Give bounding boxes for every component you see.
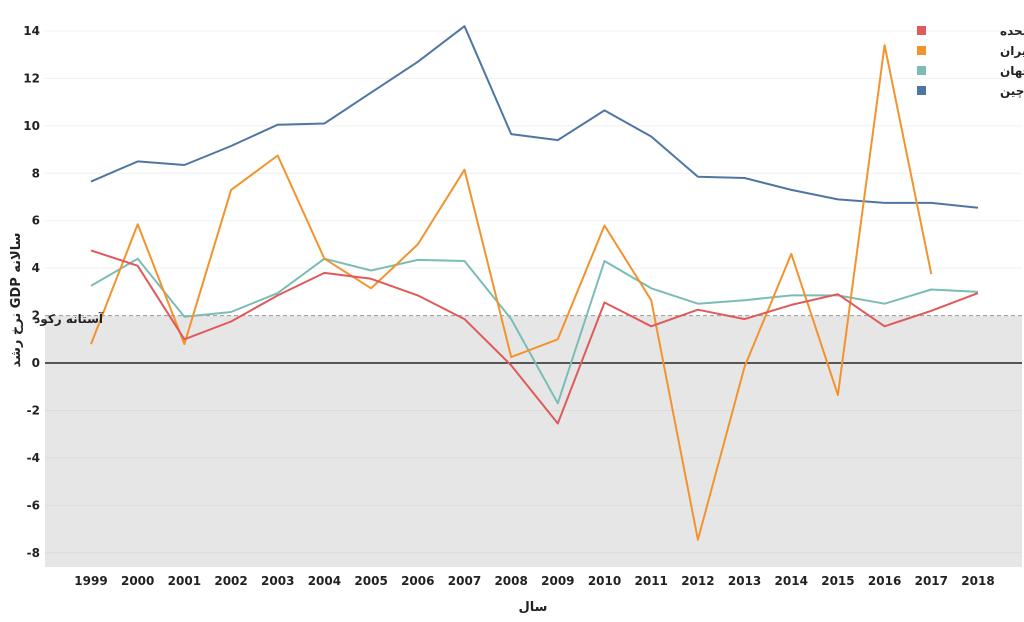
x-tick-label: 2007 bbox=[448, 574, 481, 588]
series-line-چین bbox=[90, 25, 979, 209]
series-line-ایالات متحده bbox=[90, 249, 979, 425]
x-tick-label: 2000 bbox=[121, 574, 154, 588]
y-tick-label: 6 bbox=[32, 214, 40, 228]
legend-swatch bbox=[917, 26, 926, 35]
x-tick-label: 2018 bbox=[961, 574, 994, 588]
legend-label: چین bbox=[1000, 84, 1024, 98]
legend-label: ایران bbox=[1000, 44, 1024, 58]
legend-swatch bbox=[917, 66, 926, 75]
y-tick-label: 12 bbox=[23, 71, 40, 85]
x-axis-ticks: 1999 2000 2001 2002 2003 2004 2005 2006 2007 2008… bbox=[74, 574, 994, 588]
y-tick-label: 4 bbox=[32, 261, 40, 275]
legend-swatch bbox=[917, 46, 926, 55]
y-axis-title: نرخ رشد GDP سالانه bbox=[9, 233, 24, 368]
legend-label: جهان bbox=[1000, 64, 1024, 78]
legend: ایالات متحده ایران جهان چین bbox=[917, 24, 1024, 98]
y-tick-label: 14 bbox=[23, 24, 40, 38]
x-tick-label: 1999 bbox=[74, 574, 107, 588]
x-tick-label: 2015 bbox=[821, 574, 854, 588]
series-lines bbox=[90, 25, 979, 541]
x-tick-label: 2013 bbox=[728, 574, 761, 588]
y-tick-label: -4 bbox=[27, 451, 40, 465]
recession-zone bbox=[45, 315, 1022, 567]
y-tick-label: 2 bbox=[32, 309, 40, 323]
legend-label: ایالات متحده bbox=[1000, 24, 1024, 38]
threshold-label: آستانه رکود bbox=[34, 311, 104, 327]
x-tick-label: 2005 bbox=[354, 574, 387, 588]
x-tick-label: 2002 bbox=[214, 574, 247, 588]
x-tick-label: 2016 bbox=[868, 574, 901, 588]
y-tick-label: 10 bbox=[23, 119, 40, 133]
x-tick-label: 2001 bbox=[168, 574, 201, 588]
x-tick-label: 2009 bbox=[541, 574, 574, 588]
y-axis-ticks: 14 12 10 8 6 4 2 0 -2 -4 -6 -8 bbox=[23, 24, 40, 560]
y-tick-label: -8 bbox=[27, 546, 40, 560]
x-tick-label: 2011 bbox=[635, 574, 668, 588]
y-tick-label: -2 bbox=[27, 403, 40, 417]
legend-swatch bbox=[917, 86, 926, 95]
series-line-ایران bbox=[90, 44, 933, 541]
x-tick-label: 2012 bbox=[681, 574, 714, 588]
x-tick-label: 2010 bbox=[588, 574, 621, 588]
x-tick-label: 2017 bbox=[915, 574, 948, 588]
x-tick-label: 2003 bbox=[261, 574, 294, 588]
y-tick-label: 0 bbox=[32, 356, 40, 370]
y-tick-label: 8 bbox=[32, 166, 40, 180]
recession-zone-shade bbox=[45, 315, 1022, 567]
y-tick-label: -6 bbox=[27, 498, 40, 512]
x-tick-label: 2006 bbox=[401, 574, 434, 588]
x-tick-label: 2004 bbox=[308, 574, 341, 588]
x-axis-title: سال bbox=[519, 600, 548, 615]
x-tick-label: 2014 bbox=[775, 574, 808, 588]
x-tick-label: 2008 bbox=[494, 574, 527, 588]
